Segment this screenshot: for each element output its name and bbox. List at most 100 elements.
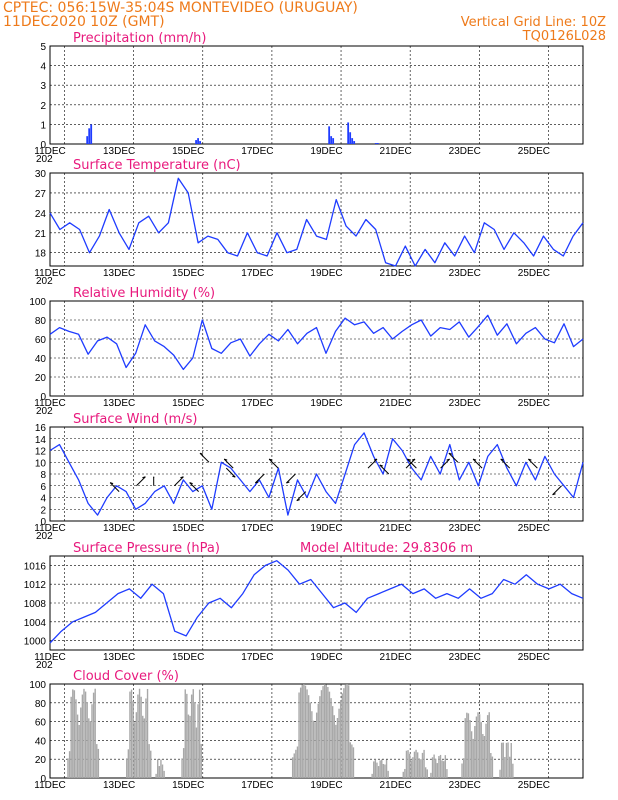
wind-arrow: [448, 452, 459, 463]
cloud-bar: [134, 722, 136, 778]
cloud-bar: [182, 748, 185, 778]
year-fragment: 202: [36, 660, 53, 671]
cloud-bar: [444, 755, 447, 778]
wind-arrow: [296, 491, 307, 501]
y-tick-label: 14: [35, 435, 47, 446]
panel-title: Relative Humidity (%): [73, 286, 215, 301]
panel-title: Surface Wind (m/s): [73, 412, 197, 427]
cloud-bar: [438, 756, 440, 778]
cloud-bar: [387, 770, 389, 778]
cloud-bar: [443, 761, 445, 778]
panel-0: Precipitation (mm/h) 0 1 2 3 4 5 11DEC 13DEC 15DE…: [34, 31, 584, 165]
panel-frame: [49, 300, 584, 397]
header: CPTEC: 056:15W-35:04S MONTEVIDEO (URUGUA…: [3, 0, 606, 30]
cloud-bar: [295, 749, 297, 778]
cloud-bar: [76, 714, 79, 778]
panel-frame: [49, 45, 584, 145]
cloud-bar: [194, 702, 196, 778]
cloud-bar: [461, 763, 463, 778]
y-tick-label: 100: [29, 297, 46, 308]
x-tick-label: 23DEC: [449, 268, 481, 279]
x-tick-label: 15DEC: [172, 523, 204, 534]
x-tick-label: 11DEC: [34, 146, 66, 157]
cloud-bar: [320, 690, 323, 778]
cloud-bar: [200, 744, 202, 778]
cloud-bar: [480, 722, 482, 778]
cloud-bar: [309, 702, 311, 778]
wind-arrow-head: [296, 499, 300, 502]
wind-arrow: [528, 458, 538, 469]
cloud-bar: [352, 747, 355, 778]
x-tick-label: 13DEC: [103, 523, 135, 534]
header-grid-note: Vertical Grid Line: 10Z: [461, 15, 606, 30]
wind-arrow-head: [500, 458, 504, 461]
y-tick-label: 1012: [24, 580, 47, 591]
y-tick-label: 6: [40, 482, 46, 493]
panel-frame: [49, 172, 584, 267]
year-fragment: 202: [36, 276, 53, 287]
cloud-bar: [161, 764, 164, 778]
precip-bar: [328, 126, 331, 144]
wind-arrow: [379, 464, 390, 475]
cloud-bar: [335, 724, 337, 778]
series-line: [49, 560, 584, 644]
wind-arrow: [268, 458, 279, 469]
y-tick-label: 60: [35, 718, 47, 729]
cloud-bar: [190, 694, 193, 778]
cloud-bar: [80, 707, 82, 778]
x-tick-label: 11DEC: [34, 780, 66, 791]
cloud-bar: [485, 723, 487, 778]
cloud-bar: [195, 727, 198, 778]
cloud-bar: [373, 761, 375, 778]
cloud-bar: [336, 718, 339, 778]
wind-arrow: [109, 482, 120, 492]
cloud-bar: [67, 758, 69, 778]
cloud-bar: [94, 688, 96, 778]
cloud-bar: [72, 689, 74, 778]
panel-4: Surface Pressure (hPa) Model Altitude: 29…: [24, 541, 584, 671]
y-tick-label: 2: [40, 505, 46, 516]
cloud-bar: [163, 770, 165, 778]
cloud-bar: [197, 704, 199, 778]
cloud-bar: [299, 687, 302, 778]
wind-arrow: [174, 476, 184, 487]
cloud-bar: [404, 768, 406, 778]
x-tick-label: 19DEC: [310, 652, 342, 663]
year-fragment: 202: [36, 531, 53, 542]
cloud-bar: [89, 721, 92, 778]
wind-arrow-head: [286, 481, 290, 484]
x-tick-label: 11DEC: [34, 398, 66, 409]
y-tick-label: 1004: [24, 618, 47, 629]
cloud-bar: [143, 718, 146, 778]
cloud-bar: [410, 760, 412, 778]
cloud-bar: [91, 704, 93, 778]
cloud-bar: [512, 763, 514, 778]
x-tick-label: 15DEC: [172, 780, 204, 791]
wind-arrow-head: [528, 458, 532, 461]
y-tick-label: 100: [29, 680, 46, 691]
cloud-bar: [323, 684, 326, 778]
cloud-bar: [187, 714, 190, 778]
cloud-bar: [478, 714, 481, 778]
cloud-bar: [155, 773, 157, 778]
panel-title: Precipitation (mm/h): [73, 31, 206, 46]
cloud-bar: [381, 759, 383, 778]
x-tick-label: 21DEC: [380, 146, 412, 157]
cloud-bar: [382, 763, 385, 778]
cloud-bar: [441, 760, 443, 778]
precip-bar: [347, 122, 350, 144]
x-tick-label: 25DEC: [518, 780, 550, 791]
cloud-bar: [341, 693, 343, 778]
cloud-bar: [307, 695, 310, 778]
wind-arrow: [254, 473, 265, 484]
cloud-bar: [304, 685, 307, 778]
x-tick-label: 19DEC: [310, 523, 342, 534]
cloud-bar: [92, 692, 95, 778]
x-tick-label: 17DEC: [241, 268, 273, 279]
cloud-bar: [148, 744, 150, 778]
x-tick-label: 11DEC: [34, 652, 66, 663]
wind-arrow-head: [142, 476, 146, 479]
panel-5: Cloud Cover (%) 0 20 40 60 80 100 11DEC 13DEC 15D…: [29, 669, 584, 791]
cloud-bar: [502, 742, 504, 778]
